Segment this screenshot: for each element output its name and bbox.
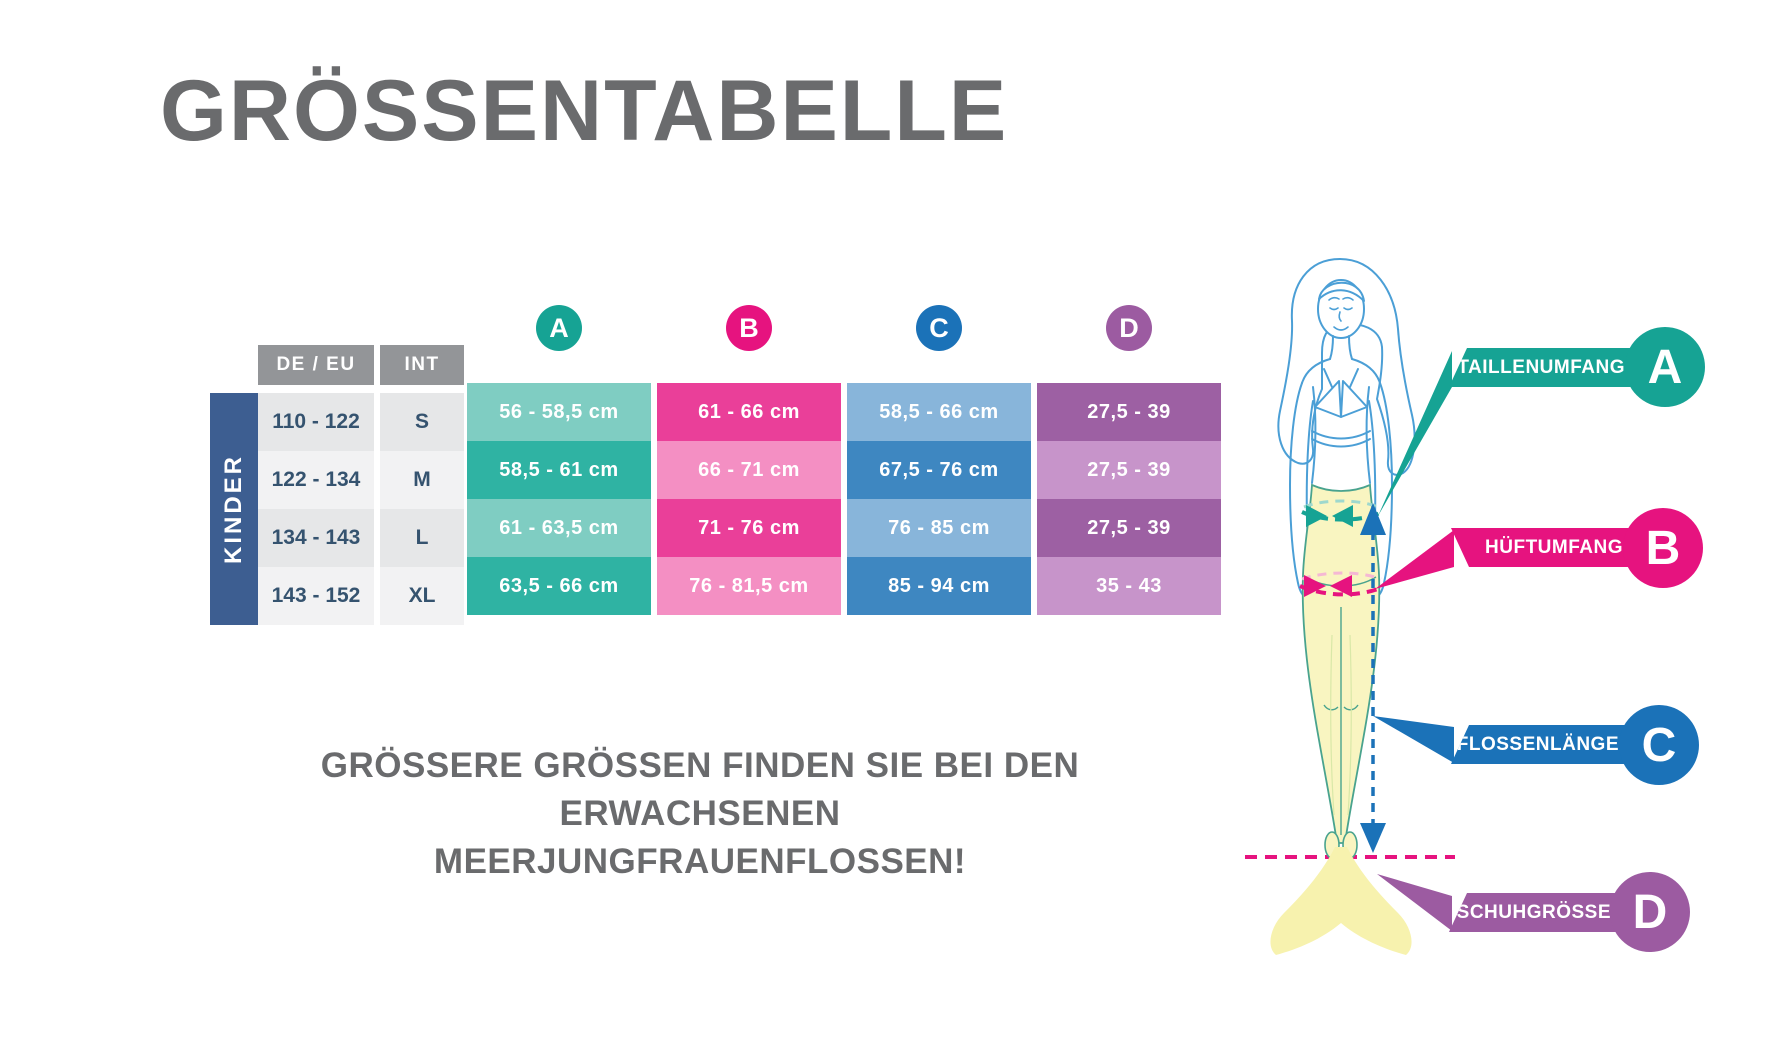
cell-a: 61 - 63,5 cm — [467, 499, 651, 557]
legend-b-badge: B — [1623, 508, 1703, 588]
legend-label-c: FLOSSENLÄNGE — [1456, 733, 1619, 755]
cell-int: L — [380, 509, 464, 567]
cell-d: 35 - 43 — [1037, 557, 1221, 615]
page-title: GRÖSSENTABELLE — [160, 63, 1009, 159]
legend-a-badge: A — [1625, 327, 1705, 407]
column-de-eu: DE / EU 110 - 122 122 - 134 134 - 143 14… — [258, 345, 374, 625]
tail-fin — [1270, 847, 1412, 955]
cell-a: 58,5 - 61 cm — [467, 441, 651, 499]
legend-item-flossenlaenge: FLOSSENLÄNGE — [1451, 725, 1643, 764]
legend-label-d: SCHUHGRÖSSE — [1456, 901, 1611, 923]
measure-a-badge: A — [536, 305, 582, 351]
measure-b-badge: B — [726, 305, 772, 351]
measure-c-badge: C — [916, 305, 962, 351]
column-d-schuh: D 27,5 - 39 27,5 - 39 27,5 - 39 35 - 43 — [1037, 305, 1221, 615]
cell-de-eu: 134 - 143 — [258, 509, 374, 567]
legend-item-taillenumfang: TAILLENUMFANG — [1449, 348, 1649, 387]
cell-d: 27,5 - 39 — [1037, 441, 1221, 499]
column-a-taille: A 56 - 58,5 cm 58,5 - 61 cm 61 - 63,5 cm… — [467, 305, 651, 615]
column-c-flosse: C 58,5 - 66 cm 67,5 - 76 cm 76 - 85 cm 8… — [847, 305, 1031, 615]
cell-int: S — [380, 393, 464, 451]
column-int: INT S M L XL — [380, 345, 464, 625]
legend-label-a: TAILLENUMFANG — [1457, 356, 1625, 378]
cell-c: 58,5 - 66 cm — [847, 383, 1031, 441]
cell-c: 85 - 94 cm — [847, 557, 1031, 615]
mermaid-tail — [1301, 483, 1381, 844]
cell-a: 63,5 - 66 cm — [467, 557, 651, 615]
cell-de-eu: 143 - 152 — [258, 567, 374, 625]
face — [1317, 279, 1365, 339]
cell-b: 66 - 71 cm — [657, 441, 841, 499]
cell-int: XL — [380, 567, 464, 625]
cell-c: 76 - 85 cm — [847, 499, 1031, 557]
fringe — [1318, 281, 1365, 302]
cell-b: 71 - 76 cm — [657, 499, 841, 557]
kinder-label: KINDER — [220, 453, 247, 564]
size-table: KINDER DE / EU 110 - 122 122 - 134 134 -… — [210, 305, 1221, 627]
header-de-eu: DE / EU — [258, 345, 374, 385]
legend-d-badge: D — [1610, 872, 1690, 952]
mermaid-figure-illustration — [1245, 258, 1455, 955]
header-int: INT — [380, 345, 464, 385]
cell-b: 76 - 81,5 cm — [657, 557, 841, 615]
note-text: GRÖSSERE GRÖSSEN FINDEN SIE BEI DEN ERWA… — [210, 742, 1190, 886]
measure-d-badge: D — [1106, 305, 1152, 351]
face-features — [1328, 296, 1354, 331]
note-line-2: MEERJUNGFRAUENFLOSSEN! — [433, 842, 967, 881]
note-line-1: GRÖSSERE GRÖSSEN FINDEN SIE BEI DEN ERWA… — [320, 746, 1080, 833]
cell-de-eu: 110 - 122 — [258, 393, 374, 451]
cell-b: 61 - 66 cm — [657, 383, 841, 441]
column-b-huefte: B 61 - 66 cm 66 - 71 cm 71 - 76 cm 76 - … — [657, 305, 841, 615]
cell-d: 27,5 - 39 — [1037, 383, 1221, 441]
legend-label-b: HÜFTUMFANG — [1485, 536, 1623, 558]
cell-d: 27,5 - 39 — [1037, 499, 1221, 557]
cell-a: 56 - 58,5 cm — [467, 383, 651, 441]
legend-item-hueftumfang: HÜFTUMFANG — [1451, 528, 1647, 567]
cell-int: M — [380, 451, 464, 509]
legend-c-badge: C — [1619, 705, 1699, 785]
hip-measure — [1299, 571, 1384, 597]
row-group-label-kinder: KINDER — [210, 393, 258, 625]
cell-de-eu: 122 - 134 — [258, 451, 374, 509]
fin-length-measure — [1360, 503, 1386, 853]
cell-c: 67,5 - 76 cm — [847, 441, 1031, 499]
legend-item-schuhgroesse: SCHUHGRÖSSE — [1449, 893, 1635, 932]
